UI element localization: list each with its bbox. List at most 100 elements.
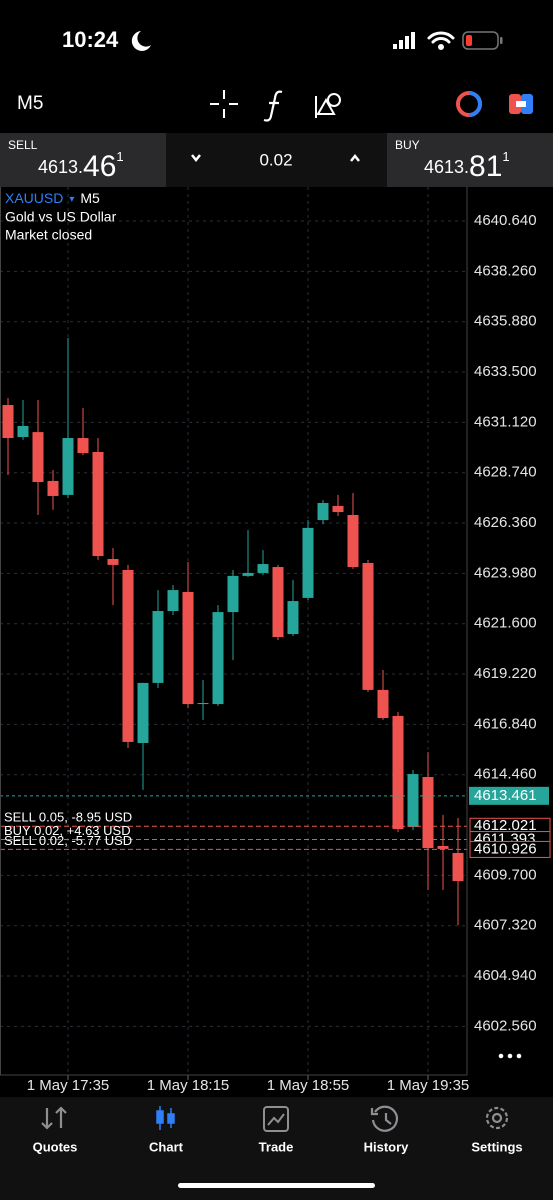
tab-label[interactable]: Trade bbox=[259, 1139, 294, 1154]
history-icon bbox=[370, 1105, 399, 1132]
candle-body bbox=[197, 703, 209, 705]
candle-body bbox=[302, 527, 314, 598]
dropdown-arrow[interactable]: ▾ bbox=[69, 194, 74, 205]
lot-panel bbox=[166, 133, 387, 187]
moon-icon bbox=[131, 31, 151, 51]
y-tick-label: 4607.320 bbox=[474, 917, 537, 934]
trade-button[interactable] bbox=[509, 94, 533, 114]
candle-body bbox=[182, 591, 194, 705]
candle-body bbox=[332, 505, 344, 513]
candle-body bbox=[92, 451, 104, 557]
y-tick-label: 4621.600 bbox=[474, 615, 537, 632]
tabs: Quotes Chart Trade History Settings bbox=[33, 1139, 523, 1154]
x-tick-label: 1 May 18:15 bbox=[147, 1077, 230, 1094]
candle-body bbox=[242, 572, 254, 576]
candle-body bbox=[437, 845, 449, 849]
settings-icon bbox=[485, 1106, 509, 1130]
trade-icon bbox=[263, 1106, 289, 1132]
position-label: BUY 0.02, +4.63 USD bbox=[4, 823, 131, 838]
tab-bar bbox=[0, 1097, 553, 1200]
candle-body bbox=[17, 425, 29, 437]
candle-body bbox=[107, 558, 119, 565]
candle-body bbox=[152, 611, 164, 683]
y-tick-label: 4628.740 bbox=[474, 464, 537, 481]
buy-label: BUY bbox=[395, 138, 420, 152]
objects-button[interactable] bbox=[315, 93, 341, 118]
price-sup: 1 bbox=[116, 149, 123, 164]
candle-body bbox=[272, 567, 284, 638]
candle-body bbox=[377, 689, 389, 719]
tab-label[interactable]: Settings bbox=[471, 1139, 522, 1154]
y-tick-label: 4626.360 bbox=[474, 514, 537, 531]
lot-decrease[interactable] bbox=[191, 154, 201, 163]
y-tick-label: 4619.220 bbox=[474, 665, 537, 682]
price-main: 4613. bbox=[38, 157, 83, 177]
y-tick-label: 4609.700 bbox=[474, 866, 537, 883]
price-big: 46 bbox=[83, 150, 116, 183]
bid-price: 4613.461 bbox=[474, 787, 537, 804]
candle-body bbox=[62, 438, 74, 495]
wifi-icon bbox=[427, 31, 455, 50]
price-big: 81 bbox=[469, 150, 502, 183]
candle-body bbox=[422, 777, 434, 849]
candle-body bbox=[212, 612, 224, 705]
signal-icon bbox=[393, 32, 415, 49]
sell-panel[interactable] bbox=[0, 133, 166, 187]
chart-icon bbox=[156, 1106, 175, 1130]
candle-body bbox=[452, 852, 464, 882]
candle-body bbox=[407, 774, 419, 827]
battery-icon bbox=[462, 31, 503, 50]
candle-body bbox=[137, 682, 149, 743]
x-tick-label: 1 May 19:35 bbox=[387, 1077, 470, 1094]
crosshair-button[interactable] bbox=[210, 90, 238, 118]
candle-body bbox=[227, 575, 239, 613]
symbol[interactable]: XAUUSD bbox=[5, 190, 63, 206]
y-tick-label: 4616.840 bbox=[474, 715, 537, 732]
x-tick-label: 1 May 17:35 bbox=[27, 1077, 110, 1094]
candle-body bbox=[2, 405, 14, 439]
candle-body bbox=[32, 432, 44, 483]
candle-body bbox=[287, 601, 299, 635]
y-tick-label: 4631.120 bbox=[474, 413, 537, 430]
y-tick-label: 4638.260 bbox=[474, 262, 537, 279]
sell-price: 4613.461 bbox=[38, 149, 124, 182]
position-label: SELL 0.05, -8.95 USD bbox=[4, 810, 132, 825]
position-label: SELL 0.02, -5.77 USD bbox=[4, 833, 132, 848]
chart-symbol-line[interactable]: XAUUSD ▾ M5 bbox=[5, 190, 100, 206]
timeframe-button[interactable]: M5 bbox=[17, 93, 43, 114]
position-price: 4612.021 bbox=[474, 817, 537, 834]
y-tick-label: 4635.880 bbox=[474, 313, 537, 330]
buy-panel[interactable] bbox=[387, 133, 553, 187]
tab-label[interactable]: Chart bbox=[149, 1139, 184, 1154]
market-status: Market closed bbox=[5, 227, 92, 243]
price-box bbox=[469, 840, 551, 858]
buy-price: 4613.811 bbox=[424, 149, 510, 182]
y-tick-label: 4640.640 bbox=[474, 212, 537, 229]
candle-body bbox=[122, 569, 134, 742]
clock: 10:24 bbox=[62, 27, 119, 52]
sell-label: SELL bbox=[8, 138, 38, 152]
y-tick-label: 4614.460 bbox=[474, 766, 537, 783]
candle-body bbox=[257, 564, 269, 573]
tab-label[interactable]: Quotes bbox=[33, 1139, 78, 1154]
more-button[interactable] bbox=[498, 1053, 522, 1059]
lot-value[interactable]: 0.02 bbox=[259, 150, 292, 169]
symbol-description: Gold vs US Dollar bbox=[5, 209, 117, 225]
y-tick-label: 4633.500 bbox=[474, 363, 537, 380]
price-main: 4613. bbox=[424, 157, 469, 177]
y-tick-label: 4604.940 bbox=[474, 967, 537, 984]
candle-body bbox=[47, 480, 59, 496]
indicators-button[interactable] bbox=[263, 90, 283, 122]
position-price: 4610.926 bbox=[474, 840, 537, 857]
candle-body bbox=[392, 715, 404, 830]
tab-label[interactable]: History bbox=[364, 1139, 410, 1154]
chart[interactable]: 4640.640 4638.260 4635.880 4633.500 4631.120… bbox=[0, 187, 551, 1094]
price-sup: 1 bbox=[502, 149, 509, 164]
lot-increase[interactable] bbox=[350, 153, 360, 162]
candle-body bbox=[77, 438, 89, 454]
one-click-icon[interactable] bbox=[456, 91, 482, 117]
chart-timeframe: M5 bbox=[80, 190, 100, 206]
candle-body bbox=[347, 515, 359, 568]
